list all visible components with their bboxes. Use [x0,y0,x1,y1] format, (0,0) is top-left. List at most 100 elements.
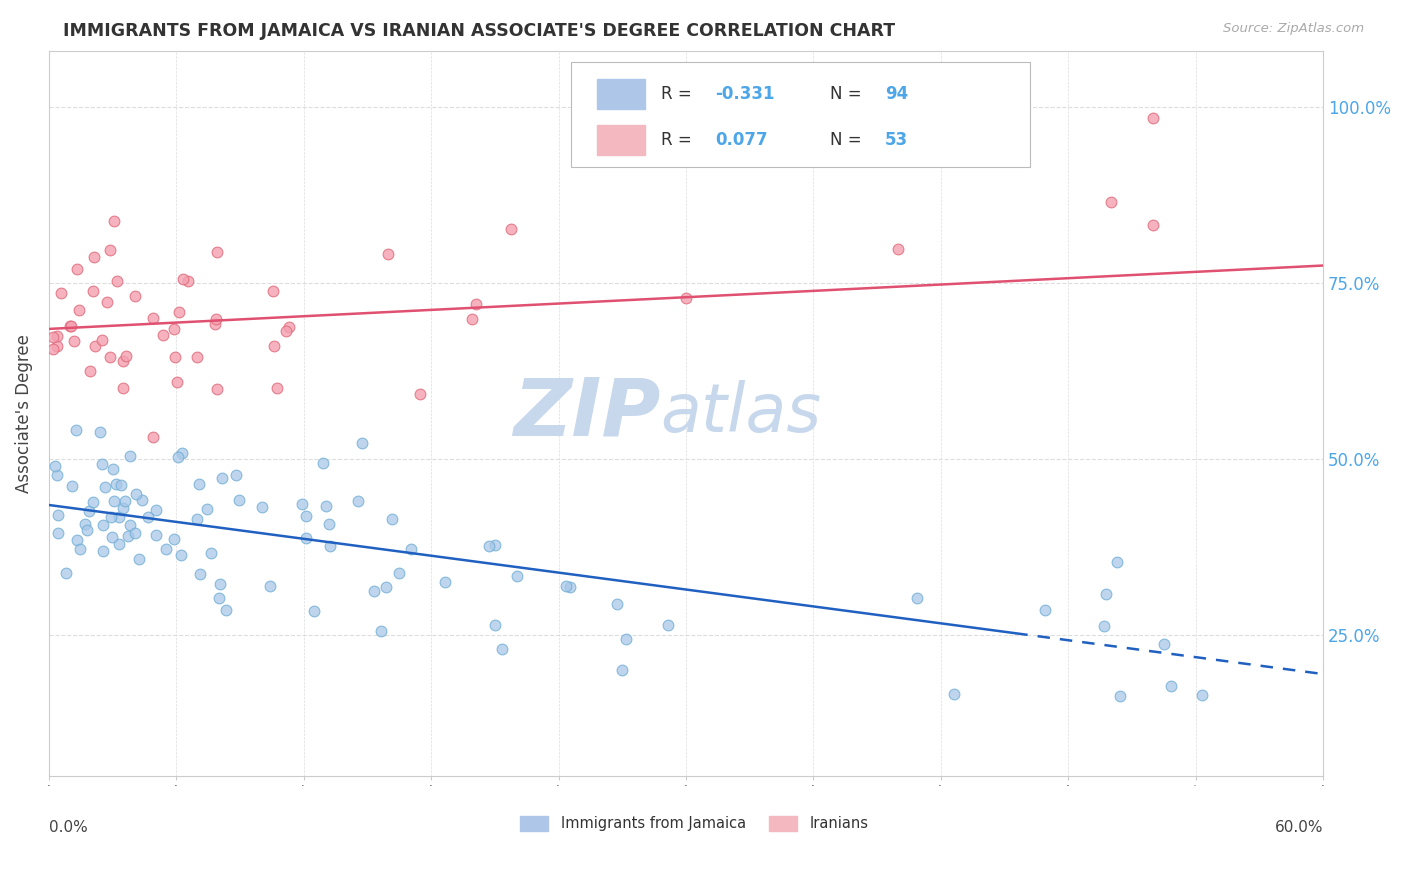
Point [170,445,193,459]
Point [195,502,218,516]
Text: R =: R = [661,85,696,103]
Point [120,517,142,532]
Point [101,462,124,476]
Point [616,632,638,646]
Point [401,542,423,557]
Point [278,320,301,334]
Point [675,291,697,305]
Point [208,591,231,605]
Point [111,353,134,368]
Point [558,580,581,594]
Point [943,687,966,701]
Point [145,528,167,542]
Point [46,526,69,541]
Point [167,450,190,464]
Point [82,495,104,509]
Point [91,544,114,558]
Y-axis label: Associate's Degree: Associate's Degree [15,334,32,493]
Point [374,581,396,595]
Point [45,329,67,343]
Point [460,312,482,326]
Point [363,583,385,598]
Text: -0.331: -0.331 [716,85,775,103]
Point [200,545,222,559]
Point [145,502,167,516]
Point [115,349,138,363]
Point [350,436,373,450]
Point [388,566,411,580]
Point [163,533,186,547]
Point [169,304,191,318]
Point [67,303,90,318]
Text: 94: 94 [884,85,908,103]
Point [69,541,91,556]
Point [91,333,114,347]
Point [291,497,314,511]
Text: 0.0%: 0.0% [49,820,87,835]
Point [211,471,233,485]
FancyBboxPatch shape [571,62,1031,167]
Point [318,517,340,532]
Text: ZIP: ZIP [513,375,661,452]
Point [204,317,226,331]
Point [110,478,132,492]
Point [55,566,77,581]
Text: 53: 53 [884,131,908,149]
Point [58,318,80,333]
Point [1108,689,1130,703]
Point [124,289,146,303]
Point [408,387,430,401]
Point [170,548,193,562]
Bar [598,125,645,155]
Point [312,456,335,470]
Point [887,242,910,256]
Point [186,350,208,364]
Point [105,477,128,491]
Point [136,510,159,524]
Point [83,250,105,264]
Point [131,493,153,508]
Point [491,642,513,657]
Point [177,274,200,288]
Point [250,500,273,515]
Point [478,539,501,553]
Point [215,603,238,617]
Point [44,458,66,473]
Point [114,494,136,508]
Bar [598,78,645,109]
Point [65,423,87,437]
Point [91,457,114,471]
Bar [520,816,548,830]
Point [188,567,211,582]
Text: N =: N = [830,131,868,149]
Point [118,450,141,464]
Point [186,512,208,526]
Point [1142,111,1164,125]
Text: Immigrants from Jamaica: Immigrants from Jamaica [561,816,747,830]
Point [166,375,188,389]
Text: 60.0%: 60.0% [1275,820,1323,835]
Point [42,343,65,357]
Point [111,380,134,394]
Point [105,275,128,289]
Point [205,382,228,396]
Point [63,334,86,348]
Point [75,516,97,531]
Point [188,477,211,491]
Point [318,539,340,553]
Point [76,523,98,537]
Point [499,222,522,236]
Point [259,579,281,593]
Point [172,272,194,286]
Point [433,574,456,589]
Point [205,312,228,326]
Point [82,284,104,298]
Point [60,319,83,334]
Point [1095,587,1118,601]
Point [484,618,506,632]
Point [205,244,228,259]
Text: N =: N = [830,85,868,103]
Point [96,295,118,310]
Point [128,552,150,566]
Point [295,532,318,546]
